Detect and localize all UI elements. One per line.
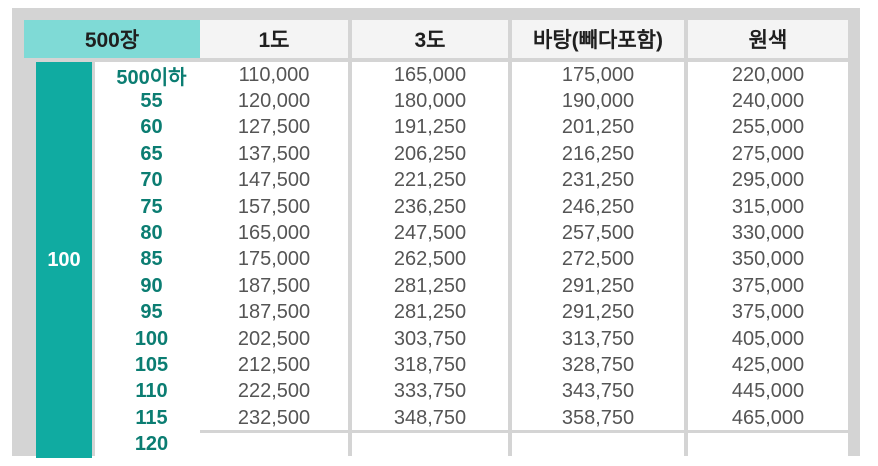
- price-cell: 257,500: [561, 221, 635, 244]
- column-header-background: 바탕(빼다포함): [512, 20, 684, 58]
- price-cell: 425,000: [731, 353, 805, 376]
- price-cell: 212,500: [237, 353, 311, 376]
- size-label: 80: [140, 221, 163, 244]
- price-cell: 247,500: [393, 221, 467, 244]
- size-label: 95: [140, 301, 163, 324]
- price-cell: 330,000: [731, 221, 805, 244]
- size-label: 60: [140, 116, 163, 139]
- price-cell: 221,250: [393, 169, 467, 192]
- price-cell: 348,750: [393, 406, 467, 429]
- quantity-header: 500장: [24, 20, 200, 58]
- price-cell: 303,750: [393, 327, 467, 350]
- price-cell: 291,250: [561, 301, 635, 324]
- side-quantity-label: 100: [36, 62, 92, 458]
- price-cell: 405,000: [731, 327, 805, 350]
- size-label: 120: [134, 433, 169, 456]
- price-cell: 236,250: [393, 195, 467, 218]
- price-cell: 222,500: [237, 380, 311, 403]
- price-cell: 175,000: [237, 248, 311, 271]
- price-cell: 120,000: [237, 89, 311, 112]
- price-cell: 137,500: [237, 142, 311, 165]
- price-column-fullcolor: 220,000 240,000 255,000 275,000 295,000 315,0…: [688, 62, 848, 458]
- price-cell: 216,250: [561, 142, 635, 165]
- price-cell: 375,000: [731, 274, 805, 297]
- price-column-1do: 110,000 120,000 127,500 137,500 147,500 157,5…: [200, 62, 348, 458]
- size-label: 105: [134, 353, 169, 376]
- size-label: 110: [135, 380, 168, 403]
- price-table: 500장 1도 3도 바탕(빼다포함) 원색 100 500이하 55 60 65 70…: [12, 8, 860, 458]
- price-cell: 187,500: [237, 301, 311, 324]
- price-cell: 358,750: [561, 406, 635, 429]
- price-cell: 291,250: [561, 274, 635, 297]
- price-cell: 175,000: [561, 63, 635, 86]
- price-cell: 110,000: [238, 63, 310, 86]
- size-label: 115: [135, 406, 168, 429]
- price-cell: 445,000: [731, 380, 805, 403]
- column-header-fullcolor: 원색: [688, 20, 848, 58]
- price-cell: 281,250: [393, 301, 467, 324]
- price-cell: 275,000: [731, 142, 805, 165]
- size-label: 70: [140, 169, 163, 192]
- price-cell: 202,500: [237, 327, 311, 350]
- size-label: 85: [140, 248, 163, 271]
- price-cell: 295,000: [731, 169, 805, 192]
- price-cell: 157,500: [237, 195, 311, 218]
- price-cell: 220,000: [731, 63, 805, 86]
- price-cell: 350,000: [731, 248, 805, 271]
- price-cell: 180,000: [393, 89, 467, 112]
- price-cell: 201,250: [561, 116, 635, 139]
- price-cell: 187,500: [237, 274, 311, 297]
- price-cell: 328,750: [561, 353, 635, 376]
- size-column: 500이하 55 60 65 70 75 80 85 90 95 100 105 110 115 120: [95, 62, 208, 458]
- price-cell: 232,500: [237, 406, 311, 429]
- price-column-3do: 165,000 180,000 191,250 206,250 221,250 236,2…: [352, 62, 508, 458]
- size-label: 100: [134, 327, 169, 350]
- price-cell: 246,250: [561, 195, 635, 218]
- price-cell: 333,750: [393, 380, 467, 403]
- price-cell: 240,000: [731, 89, 805, 112]
- size-label: 500이하: [116, 66, 187, 89]
- price-cell: 262,500: [393, 248, 467, 271]
- price-column-background: 175,000 190,000 201,250 216,250 231,250 246,2…: [512, 62, 684, 458]
- size-label: 90: [140, 274, 163, 297]
- size-label: 75: [140, 195, 163, 218]
- price-cell: 191,250: [393, 116, 467, 139]
- price-cell: 190,000: [561, 89, 635, 112]
- price-cell: 206,250: [393, 142, 467, 165]
- price-cell: 231,250: [561, 169, 635, 192]
- column-header-3do: 3도: [352, 20, 508, 58]
- size-label: 65: [140, 142, 163, 165]
- price-cell: 127,500: [237, 116, 311, 139]
- price-cell: 281,250: [393, 274, 467, 297]
- price-cell: 272,500: [561, 248, 635, 271]
- price-cell: 318,750: [393, 353, 467, 376]
- price-cell: 375,000: [731, 301, 805, 324]
- price-cell: 465,000: [731, 406, 805, 429]
- price-cell: 147,500: [237, 169, 311, 192]
- price-cell: 315,000: [731, 195, 805, 218]
- price-cell: 343,750: [561, 380, 635, 403]
- price-cell: 165,000: [237, 221, 311, 244]
- price-cell: 313,750: [561, 327, 635, 350]
- column-header-1do: 1도: [200, 20, 348, 58]
- size-label: 55: [140, 89, 163, 112]
- price-cell: 165,000: [393, 63, 467, 86]
- price-cell: 255,000: [731, 116, 805, 139]
